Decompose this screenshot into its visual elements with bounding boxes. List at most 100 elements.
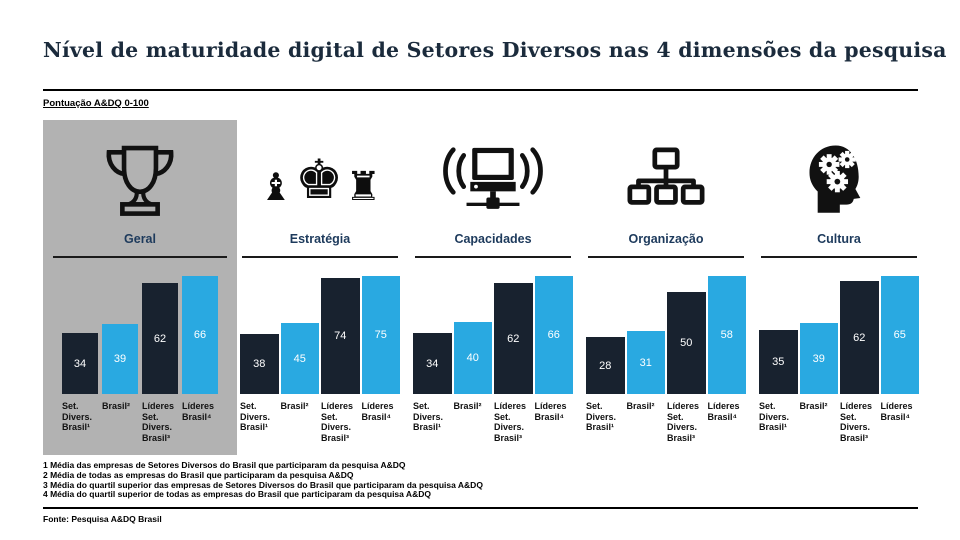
bar-labels-cultura: Set. Divers. Brasil¹ Brasil² Líderes Set. Dive… bbox=[759, 401, 919, 443]
bar-category-label: Brasil² bbox=[799, 401, 828, 411]
bar-value: 34 bbox=[73, 357, 87, 370]
bar: 45 bbox=[280, 323, 319, 394]
bar-labels-capacidades: Set. Divers. Brasil¹ Brasil² Líderes Set. Dive… bbox=[413, 401, 573, 443]
dimension-column-cultura: Cultura 35 39 62 65 Set. Divers. Brasil¹ Brasi… bbox=[759, 120, 919, 455]
bar: 40 bbox=[453, 322, 492, 394]
chess-rook-icon: ♜ bbox=[345, 165, 382, 209]
bar: 62 bbox=[142, 283, 178, 394]
dimension-column-organizacao: Organização 28 31 50 58 Set. Divers. Brasil¹ B… bbox=[586, 120, 746, 455]
bar: 50 bbox=[667, 292, 706, 394]
dimension-label: Cultura bbox=[817, 232, 861, 246]
bar: 66 bbox=[182, 276, 218, 394]
bar-category-label: Set. Divers. Brasil¹ bbox=[759, 401, 790, 432]
dimension-column-capacidades: Capacidades 34 40 62 66 Set. Divers. Brasil¹ B… bbox=[413, 120, 573, 455]
bar-category-label: Líderes Set. Divers. Brasil³ bbox=[321, 401, 354, 443]
bar-category-label: Set. Divers. Brasil¹ bbox=[62, 401, 93, 432]
bar: 34 bbox=[62, 333, 98, 394]
bar-category-label: Set. Divers. Brasil¹ bbox=[413, 401, 444, 432]
bar: 28 bbox=[586, 337, 625, 394]
page-title: Nível de maturidade digital de Setores D… bbox=[43, 38, 947, 62]
bar: 39 bbox=[102, 324, 138, 394]
dimension-label: Estratégia bbox=[289, 232, 351, 246]
bars-cultura: 35 39 62 65 bbox=[759, 276, 919, 394]
bar: 39 bbox=[799, 323, 838, 394]
column-divider bbox=[53, 256, 227, 258]
source-note: Fonte: Pesquisa A&DQ Brasil bbox=[43, 514, 162, 524]
bar-category-label: Brasil² bbox=[453, 401, 482, 411]
bar: 75 bbox=[361, 276, 400, 394]
bar-category-label: Líderes Brasil⁴ bbox=[880, 401, 913, 422]
bar-category-label: Brasil² bbox=[626, 401, 655, 411]
bar-value: 45 bbox=[293, 352, 306, 365]
bar: 74 bbox=[321, 278, 360, 394]
footnote-line: 1 Média das empresas de Setores Diversos… bbox=[43, 460, 406, 470]
chess-king-icon: ♚ bbox=[294, 150, 344, 210]
bar-labels-estrategia: Set. Divers. Brasil¹ Brasil² Líderes Set. Dive… bbox=[240, 401, 400, 443]
footnote-line: 3 Média do quartil superior das empresas… bbox=[43, 479, 483, 490]
bar-category-label: Brasil² bbox=[280, 401, 309, 411]
bar-value: 39 bbox=[113, 353, 127, 365]
bar-category-label: Set. Divers. Brasil¹ bbox=[240, 401, 271, 432]
head-gears-icon bbox=[759, 130, 919, 230]
bar-value: 66 bbox=[193, 329, 207, 341]
bar-category-label: Líderes Brasil⁴ bbox=[182, 401, 215, 422]
bar-value: 74 bbox=[334, 330, 347, 342]
bar: 62 bbox=[494, 283, 533, 394]
bar-value: 65 bbox=[893, 329, 906, 341]
bar-labels-organizacao: Set. Divers. Brasil¹ Brasil² Líderes Set. Dive… bbox=[586, 401, 746, 443]
bar: 31 bbox=[626, 331, 665, 394]
bars-estrategia: 38 45 74 75 bbox=[240, 276, 400, 394]
bars-capacidades: 34 40 62 66 bbox=[413, 276, 573, 394]
bar: 35 bbox=[759, 330, 798, 394]
dimension-label: Geral bbox=[124, 232, 156, 246]
bar-value: 28 bbox=[599, 359, 612, 372]
bar-value: 62 bbox=[153, 332, 167, 345]
bar-value: 58 bbox=[720, 329, 733, 341]
bar-category-label: Líderes Set. Divers. Brasil³ bbox=[840, 401, 873, 443]
bar-value: 39 bbox=[812, 352, 825, 365]
bar-value: 34 bbox=[426, 357, 439, 370]
bar-value: 50 bbox=[680, 337, 693, 349]
column-divider bbox=[415, 256, 571, 258]
bar-value: 40 bbox=[466, 352, 479, 364]
bar-category-label: Líderes Set. Divers. Brasil³ bbox=[667, 401, 700, 443]
dimension-label: Capacidades bbox=[454, 232, 532, 246]
bar-category-label: Brasil² bbox=[102, 401, 131, 411]
org-chart-icon bbox=[586, 130, 746, 230]
dimension-column-geral: Geral 34 39 62 66 Set. Divers. Brasil¹ Brasil²… bbox=[43, 120, 237, 455]
chess-bishop-icon: ♝ bbox=[258, 167, 293, 209]
bar-value: 62 bbox=[507, 332, 520, 345]
column-divider bbox=[761, 256, 917, 258]
bar-value: 35 bbox=[772, 356, 785, 368]
bar: 66 bbox=[534, 276, 573, 394]
bar-value: 31 bbox=[639, 356, 652, 369]
bar: 38 bbox=[240, 334, 279, 394]
bar-category-label: Líderes Set. Divers. Brasil³ bbox=[142, 401, 175, 443]
trophy-icon bbox=[43, 130, 237, 230]
bars-organizacao: 28 31 50 58 bbox=[586, 276, 746, 394]
bar: 65 bbox=[880, 276, 919, 394]
bar-category-label: Set. Divers. Brasil¹ bbox=[586, 401, 617, 432]
footnote-line: 4 Média do quartil superior de todas as … bbox=[43, 489, 431, 500]
bar-labels-geral: Set. Divers. Brasil¹ Brasil² Líderes Set. Dive… bbox=[62, 401, 218, 443]
bar: 58 bbox=[707, 276, 746, 394]
title-divider bbox=[43, 89, 918, 91]
bar-value: 38 bbox=[253, 358, 266, 370]
bar: 62 bbox=[840, 281, 879, 394]
footer-divider bbox=[43, 507, 918, 509]
dimension-label: Organização bbox=[628, 232, 704, 246]
column-divider bbox=[242, 256, 398, 258]
bar-category-label: Líderes Brasil⁴ bbox=[707, 401, 740, 422]
footnotes: 1 Média das empresas de Setores Diversos… bbox=[43, 460, 483, 500]
column-divider bbox=[588, 256, 744, 258]
bars-geral: 34 39 62 66 bbox=[62, 276, 218, 394]
footnote-line: 2 Média de todas as empresas do Brasil q… bbox=[43, 469, 354, 480]
score-scale-note: Pontuação A&DQ 0-100 bbox=[43, 98, 149, 109]
bar-value: 75 bbox=[374, 329, 387, 341]
bar-category-label: Líderes Set. Divers. Brasil³ bbox=[494, 401, 527, 443]
bar: 34 bbox=[413, 333, 452, 394]
dimension-column-estrategia: ♝ ♚ ♜ Estratégia 38 45 74 75 Set. Divers. Bra… bbox=[240, 120, 400, 455]
bar-value: 66 bbox=[547, 329, 560, 341]
computer-signal-icon bbox=[413, 130, 573, 230]
bar-category-label: Líderes Brasil⁴ bbox=[534, 401, 567, 422]
